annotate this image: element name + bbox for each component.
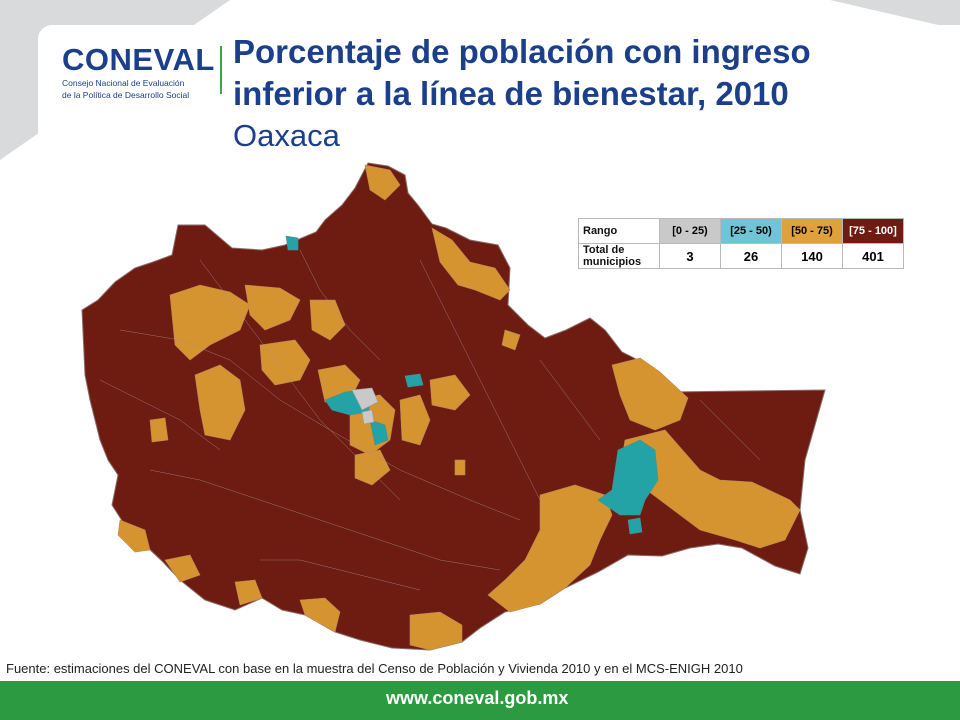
- title-line-2: inferior a la línea de bienestar, 2010: [233, 75, 789, 112]
- legend-count-2: 140: [781, 243, 843, 269]
- map-municipality-borders: [99, 249, 761, 591]
- legend-row2-label: Total de municipios: [578, 243, 660, 269]
- map-container: [0, 150, 960, 660]
- legend-row1-label: Rango: [578, 218, 660, 244]
- legend-range-1: [25 - 50): [720, 218, 782, 244]
- page-subtitle: Oaxaca: [233, 118, 340, 153]
- legend-range-0: [0 - 25): [659, 218, 721, 244]
- logo-wordmark: CONEVAL: [62, 42, 215, 77]
- logo-subtitle-line-2: de la Política de Desarrollo Social: [62, 90, 190, 100]
- logo-subtitle-line-1: Consejo Nacional de Evaluación: [62, 78, 185, 88]
- map-range-0-25: [351, 387, 379, 425]
- legend-range-2: [50 - 75): [781, 218, 843, 244]
- legend-table: Rango [0 - 25) [25 - 50) [50 - 75) [75 -…: [578, 218, 904, 269]
- legend-count-1: 26: [720, 243, 782, 269]
- footer-url-link[interactable]: www.coneval.gob.mx: [386, 688, 569, 708]
- legend-count-3: 401: [842, 243, 904, 269]
- legend-row-counts: Total de municipios 3 26 140 401: [578, 243, 904, 269]
- coneval-logo: CONEVAL Consejo Nacional de Evaluación d…: [62, 42, 222, 101]
- source-note: Fuente: estimaciones del CONEVAL con bas…: [6, 661, 743, 676]
- title-line-1: Porcentaje de población con ingreso: [233, 33, 811, 70]
- legend-count-0: 3: [659, 243, 721, 269]
- header-card: [38, 25, 960, 160]
- page-title: Porcentaje de población con ingreso infe…: [233, 31, 933, 115]
- footer-bar: [0, 681, 960, 720]
- header-divider: [220, 46, 222, 94]
- legend-range-3: [75 - 100]: [842, 218, 904, 244]
- oaxaca-map: [81, 162, 826, 651]
- legend-row-ranges: Rango [0 - 25) [25 - 50) [50 - 75) [75 -…: [578, 218, 904, 244]
